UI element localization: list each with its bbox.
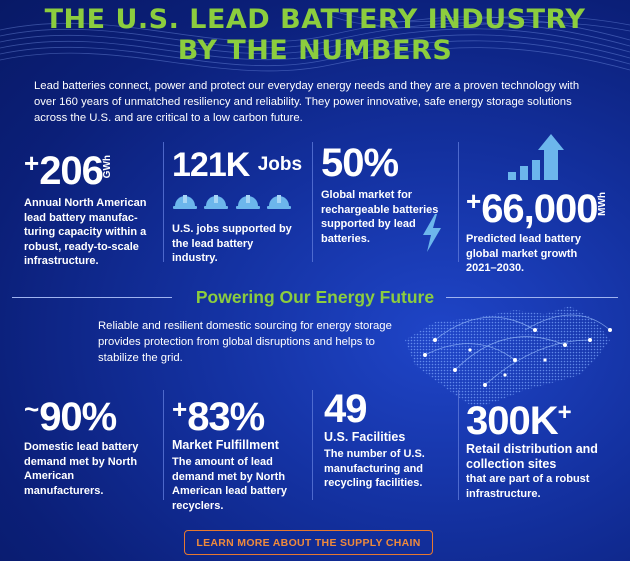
stat-market-growth-prefix: + [466, 186, 482, 216]
stat-retail-sites-suffix: + [557, 399, 572, 426]
title-line-1: THE U.S. LEAD BATTERY INDUSTRY [44, 4, 586, 35]
stat-facilities: 49 U.S. Facilities The number of U.S. ma… [324, 388, 454, 491]
hard-hat-icon [235, 195, 260, 209]
stat-market-growth: +66,000MWh Predicted lead battery global… [466, 134, 626, 276]
section-text: Reliable and resilient domestic sourcing… [98, 320, 392, 364]
stat-jobs-value: 121K Jobs [172, 146, 303, 184]
stat-retail-sites-description: that are part of a robust infrastructure… [466, 473, 590, 500]
stat-retail-sites: 300K+ Retail distribution and collection… [466, 392, 626, 501]
stat-jobs-description: U.S. jobs supported by the lead battery … [172, 223, 292, 264]
divider [312, 390, 313, 500]
stat-retail-sites-subtitle: Retail distribution and collection sites [466, 442, 598, 471]
section-divider-right [446, 297, 618, 298]
stat-market-fulfillment-value: +83% [172, 394, 265, 439]
stat-retail-sites-value: 300K+ [466, 399, 572, 443]
page-title: THE U.S. LEAD BATTERY INDUSTRY BY THE NU… [0, 4, 630, 66]
divider [458, 142, 459, 262]
stat-facilities-subtitle: U.S. Facilities [324, 430, 406, 444]
hard-hat-icon [267, 195, 292, 209]
stat-capacity: +206GWh Annual North American lead batte… [24, 142, 159, 269]
stat-jobs: 121K Jobs U.S. jobs supported by the lea… [172, 144, 312, 266]
divider [163, 142, 164, 262]
stat-facilities-description: The number of U.S. manufacturing and rec… [324, 448, 425, 489]
stat-domestic-demand-description: Domestic lead battery demand met by Nort… [24, 441, 139, 497]
stat-capacity-unit: GWh [101, 154, 113, 178]
stat-facilities-value: 49 [324, 387, 368, 431]
growth-bars-arrow-icon [508, 134, 564, 180]
lightning-bolt-icon [423, 214, 441, 252]
stat-market-fulfillment-description: The amount of lead demand met by North A… [172, 456, 287, 512]
stat-domestic-demand: ~90% Domestic lead battery demand met by… [24, 388, 159, 498]
divider [312, 142, 313, 262]
learn-more-supply-chain-button[interactable]: LEARN MORE ABOUT THE SUPPLY CHAIN [184, 530, 433, 555]
hard-hat-icon [204, 195, 229, 209]
north-america-network-map [405, 306, 612, 408]
stat-market-fulfillment: +83% Market Fulfillment The amount of le… [172, 388, 312, 513]
stat-jobs-unit: Jobs [257, 154, 303, 175]
stat-capacity-description: Annual North American lead battery manuf… [24, 197, 147, 267]
stat-market-share-value: 50% [321, 141, 399, 185]
stat-market-growth-unit: MWh [596, 192, 608, 216]
stat-market-growth-value: +66,000MWh [466, 186, 608, 231]
hard-hat-icon [173, 195, 197, 209]
stat-market-fulfillment-prefix: + [172, 394, 188, 424]
divider [163, 390, 164, 500]
stat-market-share: 50% Global market for rechargeable batte… [321, 141, 456, 252]
section-title: Powering Our Energy Future [195, 287, 435, 307]
stat-market-share-description: Global market for rechargeable batteries… [321, 189, 439, 245]
intro-paragraph: Lead batteries connect, power and protec… [34, 80, 580, 124]
stat-market-growth-description: Predicted lead battery global market gro… [466, 233, 581, 274]
stat-capacity-value: +206GWh [24, 148, 113, 193]
stat-domestic-demand-value: ~90% [24, 394, 117, 439]
hard-hat-row [172, 190, 312, 214]
stat-capacity-prefix: + [24, 148, 40, 178]
title-line-2: BY THE NUMBERS [177, 35, 453, 66]
divider [458, 390, 459, 500]
stat-market-fulfillment-subtitle: Market Fulfillment [172, 438, 279, 452]
section-divider-left [12, 297, 172, 298]
stat-domestic-demand-prefix: ~ [24, 394, 40, 424]
